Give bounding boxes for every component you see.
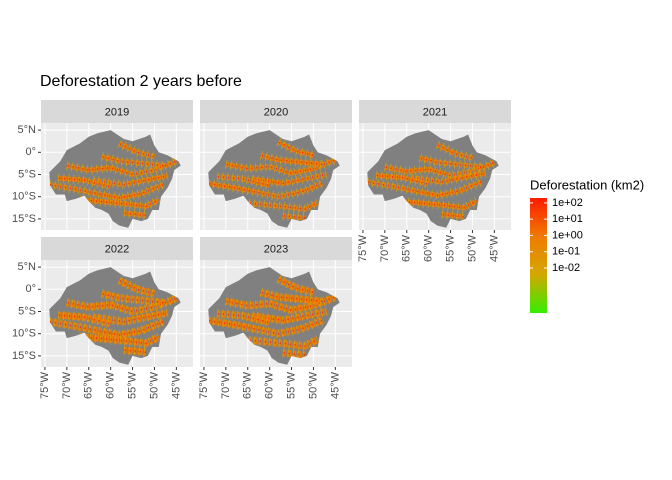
deforestation-hotspot xyxy=(376,174,429,186)
facet-strip xyxy=(359,100,511,123)
y-tick-label: 5°N xyxy=(18,261,37,273)
facet-label: 2022 xyxy=(105,243,129,255)
y-tick-label: 15°S xyxy=(12,213,36,225)
x-tick-label: 45°W xyxy=(329,371,341,399)
deforestation-layer xyxy=(49,139,179,220)
deforestation-hotspot xyxy=(58,314,111,325)
x-tick-label: 60°W xyxy=(264,371,276,399)
x-tick-label: 45°W xyxy=(488,234,500,262)
deforestation-hotspot xyxy=(217,312,270,324)
deforestation-low xyxy=(383,158,497,181)
deforestation-hotspot xyxy=(419,157,482,168)
deforestation-low xyxy=(208,315,324,339)
deforestation-hotspot xyxy=(217,175,270,187)
deforestation-layer xyxy=(367,140,497,222)
legend-label: 1e-02 xyxy=(552,262,580,274)
x-tick-label: 75°W xyxy=(357,234,369,262)
facet-label: 2023 xyxy=(264,243,288,255)
legend-label: 1e+01 xyxy=(552,213,583,225)
legend-label: 1e+02 xyxy=(552,197,583,209)
deforestation-hotspot xyxy=(441,213,464,218)
deforestation-hotspot xyxy=(58,177,111,188)
facet-label: 2020 xyxy=(264,106,288,118)
x-tick-label: 75°W xyxy=(198,371,210,399)
deforestation-low xyxy=(65,294,179,317)
deforestation-hotspot xyxy=(278,278,314,294)
y-tick-label: 5°S xyxy=(18,305,36,317)
facet-label: 2019 xyxy=(105,106,129,118)
x-tick-label: 70°W xyxy=(379,234,391,262)
deforestation-low xyxy=(224,292,338,315)
x-tick-label: 50°W xyxy=(148,371,160,399)
deforestation-low xyxy=(79,195,161,212)
x-tick-label: 55°W xyxy=(285,371,297,399)
deforestation-layer xyxy=(208,138,338,223)
x-tick-label: 50°W xyxy=(466,234,478,262)
facet-strip xyxy=(200,237,352,260)
deforestation-low xyxy=(208,178,324,202)
y-tick-label: 15°S xyxy=(12,350,36,362)
x-tick-label: 65°W xyxy=(83,371,95,399)
facet-strip xyxy=(41,100,193,123)
legend-label: 1e+00 xyxy=(552,229,583,241)
deforestation-hotspot xyxy=(278,141,314,157)
facet-label: 2021 xyxy=(423,106,447,118)
deforestation-hotspot xyxy=(260,291,323,303)
deforestation-hotspot xyxy=(123,349,146,354)
x-tick-label: 60°W xyxy=(105,371,117,399)
x-tick-label: 45°W xyxy=(170,371,182,399)
deforestation-hotspot xyxy=(260,154,323,166)
deforestation-hotspot xyxy=(101,292,164,304)
x-tick-label: 55°W xyxy=(444,234,456,262)
y-tick-label: 5°N xyxy=(18,124,37,136)
x-tick-label: 60°W xyxy=(423,234,435,262)
x-tick-label: 65°W xyxy=(242,371,254,399)
x-tick-label: 70°W xyxy=(61,371,73,399)
deforestation-hotspot xyxy=(437,144,473,159)
deforestation-hotspot xyxy=(119,279,155,295)
deforestation-low xyxy=(238,335,320,351)
deforestation-low xyxy=(49,180,165,203)
chart-title: Deforestation 2 years before xyxy=(40,73,242,90)
y-tick-label: 0° xyxy=(25,283,36,295)
deforestation-low xyxy=(79,332,161,349)
legend-title: Deforestation (km2) xyxy=(530,177,644,192)
deforestation-layer xyxy=(208,275,338,360)
legend-label: 1e-01 xyxy=(552,246,580,258)
y-tick-label: 0° xyxy=(25,146,36,158)
deforestation-low xyxy=(397,196,479,213)
deforestation-hotspot xyxy=(123,212,146,217)
deforestation-hotspot xyxy=(119,142,155,158)
facet-strip xyxy=(41,237,193,260)
deforestation-low xyxy=(367,177,483,200)
x-tick-label: 75°W xyxy=(39,371,51,399)
deforestation-low xyxy=(238,198,320,214)
legend-colorbar xyxy=(530,198,547,313)
x-tick-label: 50°W xyxy=(307,371,319,399)
y-tick-label: 10°S xyxy=(12,191,36,203)
x-tick-label: 55°W xyxy=(126,371,138,399)
deforestation-low xyxy=(49,317,165,340)
x-tick-label: 70°W xyxy=(220,371,232,399)
deforestation-hotspot xyxy=(101,155,164,167)
deforestation-hotspot xyxy=(282,215,305,219)
deforestation-hotspot xyxy=(282,352,305,356)
y-tick-label: 10°S xyxy=(12,328,36,340)
deforestation-low xyxy=(224,155,338,178)
x-tick-label: 65°W xyxy=(401,234,413,262)
deforestation-layer xyxy=(49,276,179,357)
y-tick-label: 5°S xyxy=(18,168,36,180)
facet-strip xyxy=(200,100,352,123)
deforestation-low xyxy=(65,157,179,180)
